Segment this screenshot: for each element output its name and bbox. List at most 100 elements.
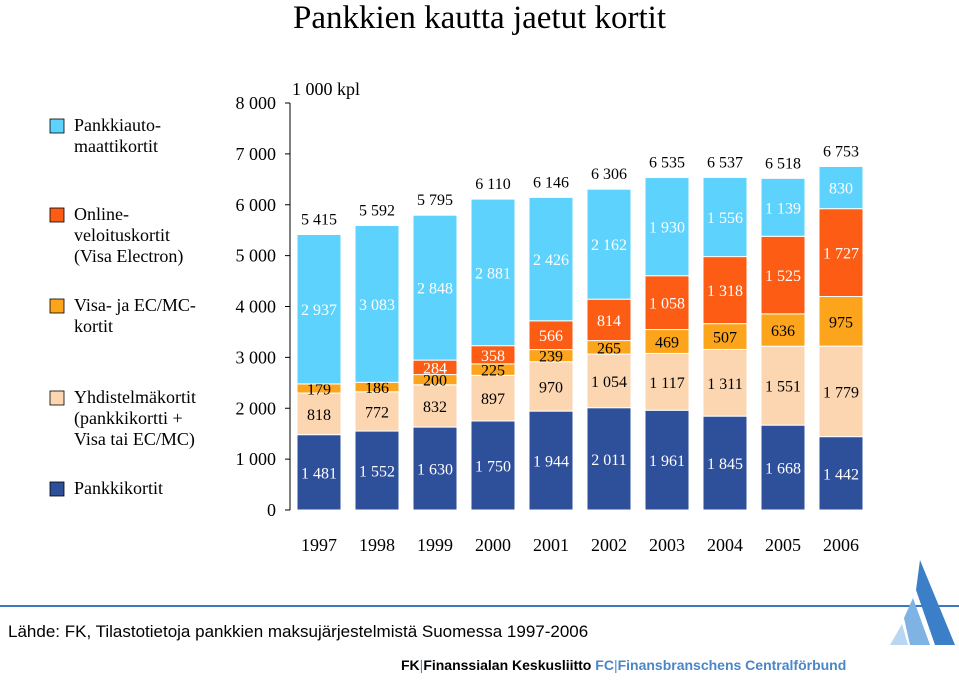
data-label: 2 881 (475, 265, 511, 282)
data-label: 1 944 (533, 454, 569, 471)
bar-segment (528, 196, 574, 322)
data-label: 265 (597, 340, 621, 357)
bar-segment (818, 165, 864, 210)
data-label: 1 311 (707, 376, 742, 393)
data-label: 1 552 (359, 464, 395, 481)
data-label: 818 (307, 407, 331, 424)
total-label: 6 306 (591, 166, 627, 183)
data-label: 1 630 (417, 462, 453, 479)
y-tick-label: 6 000 (236, 195, 277, 215)
legend-label: (pankkikortti + (74, 408, 183, 429)
logo-fi-name: Finanssialan Keskusliitto (423, 657, 592, 673)
bar-segment (644, 275, 690, 331)
chart-title: Pankkien kautta jaetut kortit (293, 0, 666, 36)
total-label: 6 146 (533, 174, 569, 191)
data-label: 975 (829, 314, 853, 331)
bar-segment (586, 353, 632, 409)
logo-sv-name: Finansbranschens Centralförbund (617, 657, 847, 673)
data-label: 970 (539, 379, 563, 396)
data-label: 1 961 (649, 453, 685, 470)
legend-label: Pankkikortit (74, 478, 163, 498)
y-tick-label: 2 000 (236, 398, 277, 418)
data-label: 2 426 (533, 252, 569, 269)
total-label: 6 110 (475, 176, 510, 193)
data-label: 1 442 (823, 466, 859, 483)
data-label: 1 556 (707, 210, 743, 227)
data-label: 469 (655, 334, 679, 351)
bar-segment (296, 434, 342, 511)
bar-segment (702, 323, 748, 350)
data-label: 1 058 (649, 296, 685, 313)
data-label: 830 (829, 181, 853, 198)
data-label: 832 (423, 399, 447, 416)
data-label: 507 (713, 330, 737, 347)
fk-fc-logo-text: FK|Finanssialan Keskusliitto FC|Finansbr… (401, 657, 847, 673)
legend-swatch (49, 118, 65, 134)
bar-segment (354, 224, 400, 383)
y-tick-label: 8 000 (236, 93, 277, 113)
y-tick-label: 4 000 (236, 297, 277, 317)
legend-swatch (49, 481, 65, 497)
legend-label: kortit (74, 316, 113, 336)
legend-label: maattikortit (74, 136, 158, 156)
bar-segment (354, 391, 400, 432)
data-label: 2 162 (591, 237, 627, 254)
bar-segment (702, 256, 748, 325)
legend-swatch (49, 207, 65, 223)
source-note: Lähde: FK, Tilastotietoja pankkien maksu… (8, 622, 589, 641)
x-tick-label: 2004 (707, 535, 743, 555)
bar-segment (470, 420, 516, 511)
bar-segment (818, 208, 864, 298)
data-label: 1 481 (301, 465, 337, 482)
data-label: 1 551 (765, 379, 801, 396)
divider (0, 605, 959, 607)
bar-segment (412, 426, 458, 511)
logo-mark-icon (890, 560, 955, 645)
legend-label: Pankkiauto- (74, 115, 161, 135)
y-tick-label: 5 000 (236, 246, 277, 266)
data-label: 2 937 (301, 302, 337, 319)
total-label: 6 518 (765, 155, 801, 172)
total-label: 6 535 (649, 155, 685, 172)
legend-label: (Visa Electron) (74, 246, 183, 267)
unit-label: 1 000 kpl (292, 79, 360, 99)
logo-fk: FK (401, 657, 420, 673)
data-label: 186 (365, 380, 389, 397)
bar-segment (296, 392, 342, 436)
bar-segment (528, 361, 574, 412)
data-label: 239 (539, 349, 563, 366)
data-label: 1 668 (765, 461, 801, 478)
x-tick-label: 2001 (533, 535, 569, 555)
data-label: 284 (423, 360, 447, 377)
x-tick-label: 2002 (591, 535, 627, 555)
bar-segment (296, 234, 342, 385)
data-label: 1 054 (591, 374, 627, 391)
bar-segment (760, 345, 806, 426)
total-label: 5 415 (301, 212, 337, 229)
data-label: 1 117 (649, 375, 684, 392)
logo-fc: FC (595, 657, 614, 673)
bar-segment (760, 177, 806, 237)
bar-segment (586, 298, 632, 342)
data-label: 1 727 (823, 246, 859, 263)
y-tick-label: 7 000 (236, 144, 277, 164)
data-label: 200 (423, 373, 447, 390)
data-label: 179 (307, 381, 331, 398)
total-label: 6 753 (823, 143, 859, 160)
x-tick-label: 1997 (301, 535, 337, 555)
data-label: 636 (771, 323, 795, 340)
legend-swatch (49, 390, 65, 406)
legend-label: Yhdistelmäkortit (74, 387, 196, 407)
data-label: 358 (481, 348, 505, 365)
bar-segment (412, 214, 458, 361)
data-label: 1 779 (823, 384, 859, 401)
legend-label: Visa tai EC/MC) (74, 429, 195, 450)
legend-label: Online- (74, 204, 129, 224)
bar-segment (470, 374, 516, 422)
data-label: 1 139 (765, 200, 801, 217)
x-tick-label: 2003 (649, 535, 685, 555)
total-label: 5 592 (359, 202, 395, 219)
total-label: 5 795 (417, 192, 453, 209)
x-tick-label: 1998 (359, 535, 395, 555)
legend-label: Visa- ja EC/MC- (74, 295, 196, 315)
